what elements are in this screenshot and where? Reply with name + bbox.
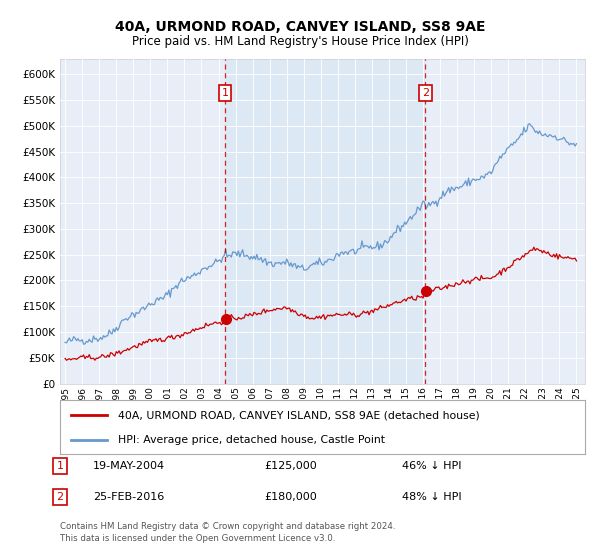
- Text: 46% ↓ HPI: 46% ↓ HPI: [402, 461, 461, 471]
- Text: 40A, URMOND ROAD, CANVEY ISLAND, SS8 9AE: 40A, URMOND ROAD, CANVEY ISLAND, SS8 9AE: [115, 20, 485, 34]
- Text: HPI: Average price, detached house, Castle Point: HPI: Average price, detached house, Cast…: [118, 435, 385, 445]
- Text: 40A, URMOND ROAD, CANVEY ISLAND, SS8 9AE (detached house): 40A, URMOND ROAD, CANVEY ISLAND, SS8 9AE…: [118, 410, 479, 421]
- Text: £125,000: £125,000: [264, 461, 317, 471]
- Text: 48% ↓ HPI: 48% ↓ HPI: [402, 492, 461, 502]
- Text: 1: 1: [56, 461, 64, 471]
- Text: Price paid vs. HM Land Registry's House Price Index (HPI): Price paid vs. HM Land Registry's House …: [131, 35, 469, 48]
- Text: 19-MAY-2004: 19-MAY-2004: [93, 461, 165, 471]
- Text: 25-FEB-2016: 25-FEB-2016: [93, 492, 164, 502]
- Text: Contains HM Land Registry data © Crown copyright and database right 2024.
This d: Contains HM Land Registry data © Crown c…: [60, 522, 395, 543]
- Text: 1: 1: [221, 88, 229, 98]
- Text: £180,000: £180,000: [264, 492, 317, 502]
- Text: 2: 2: [56, 492, 64, 502]
- Text: 2: 2: [422, 88, 429, 98]
- Bar: [225, 59, 425, 384]
